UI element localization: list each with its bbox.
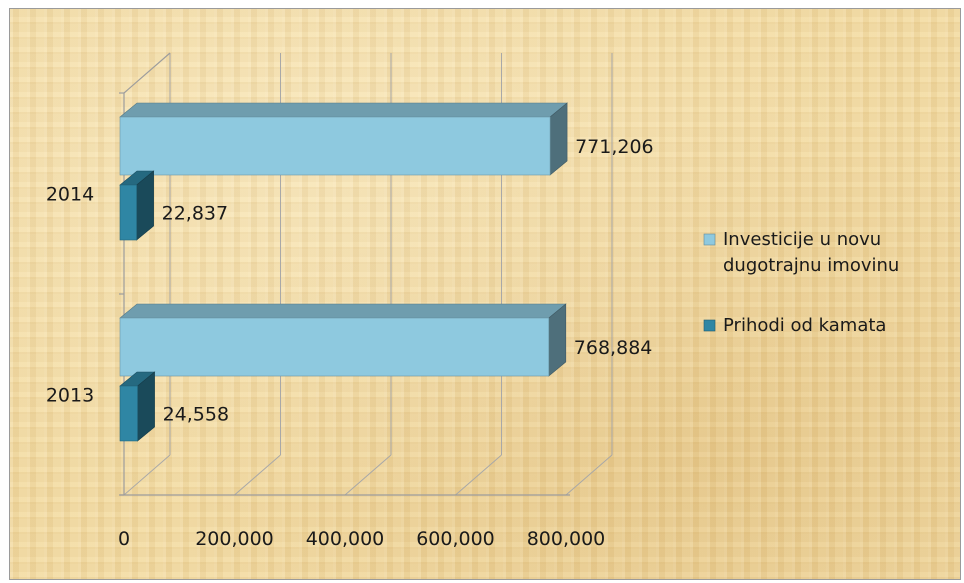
- data-label: 22,837: [162, 203, 228, 225]
- category-label: 2014: [46, 184, 94, 206]
- legend-label: Investicije u novu: [723, 229, 881, 250]
- floor-gridline: [565, 454, 613, 496]
- data-label: 771,206: [575, 136, 654, 158]
- floor-gridline: [234, 454, 281, 496]
- x-tick-label: 800,000: [527, 528, 606, 550]
- floor-gridline: [455, 454, 502, 496]
- bar-chart: 0 200,000 400,000 600,000 800,000 2014 771,206…: [46, 52, 899, 550]
- floor-gridline: [123, 454, 171, 496]
- legend-label: Prihodi od kamata: [723, 315, 886, 336]
- floor-gridline: [344, 454, 392, 496]
- data-label: 768,884: [574, 337, 653, 359]
- legend-swatch-prihodi: [703, 319, 716, 332]
- bar-prihodi: [119, 385, 138, 442]
- x-tick-label: 0: [118, 528, 130, 550]
- bar-investicije: [119, 116, 551, 176]
- x-tick-label: 600,000: [416, 528, 495, 550]
- x-tick-label: 400,000: [306, 528, 385, 550]
- side-wall-top-edge: [123, 52, 171, 94]
- category-label: 2013: [46, 385, 94, 407]
- data-label: 24,558: [163, 404, 229, 426]
- bar-investicije-top: [119, 303, 567, 319]
- x-tick-label: 200,000: [195, 528, 274, 550]
- bar-investicije-top: [119, 102, 568, 118]
- chart-frame: 0 200,000 400,000 600,000 800,000 2014 771,206…: [9, 8, 961, 580]
- bar-prihodi: [119, 184, 137, 241]
- bar-investicije: [119, 317, 550, 377]
- legend-swatch-investicije: [703, 233, 716, 246]
- legend-label: dugotrajnu imovinu: [723, 255, 899, 276]
